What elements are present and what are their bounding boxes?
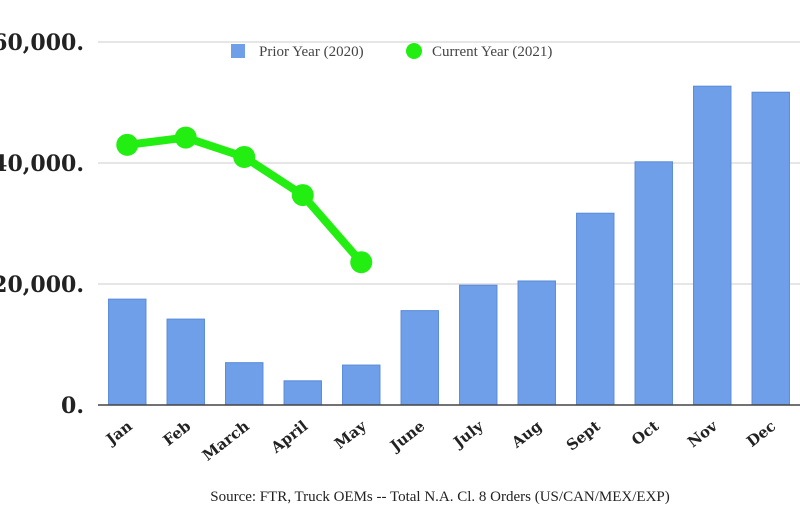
bar-jan: [108, 298, 147, 406]
bar-aug: [517, 280, 556, 406]
point-may: [350, 251, 373, 274]
point-march: [233, 145, 256, 168]
x-tick-label: April: [267, 417, 312, 457]
y-tick-label: 20,000.: [0, 272, 84, 298]
x-tick-label: May: [331, 416, 371, 453]
bar-oct: [634, 161, 673, 406]
bar-feb: [166, 318, 205, 406]
y-tick-label: 0.: [61, 393, 84, 419]
point-april: [291, 184, 314, 207]
bar-sept: [576, 212, 615, 406]
x-tick-label: July: [449, 416, 488, 452]
point-jan: [116, 133, 139, 156]
bar-series-prior-year: [108, 85, 790, 406]
x-tick-label: Oct: [628, 417, 662, 449]
legend-label-prior-year: Prior Year (2020): [259, 44, 364, 60]
bar-may: [342, 364, 381, 406]
line-series-current-year: [116, 126, 373, 274]
x-tick-label: March: [199, 417, 253, 465]
x-axis-ticks: Jan Feb March April May June July Aug Sept Oct Nov…: [101, 416, 779, 464]
x-tick-label: Nov: [684, 416, 722, 451]
point-feb: [174, 126, 197, 149]
legend-label-current-year: Current Year (2021): [432, 44, 552, 60]
bar-june: [400, 310, 439, 406]
bar-april: [283, 380, 322, 406]
source-caption: Source: FTR, Truck OEMs -- Total N.A. Cl…: [210, 489, 670, 505]
bar-dec: [751, 91, 790, 406]
x-tick-label: Dec: [743, 417, 779, 451]
y-tick-label: 40,000.: [0, 151, 84, 177]
bar-march: [225, 362, 264, 406]
legend: Prior Year (2020) Current Year (2021): [231, 43, 552, 60]
x-tick-label: Jan: [101, 417, 136, 450]
bar-nov: [693, 85, 732, 406]
legend-swatch-current-year: [406, 43, 422, 59]
y-tick-label: 60,000.: [0, 30, 84, 56]
y-axis-ticks: 0. 20,000. 40,000. 60,000.: [0, 30, 84, 419]
x-tick-label: Feb: [160, 417, 195, 450]
x-tick-label: Sept: [563, 417, 604, 454]
bar-july: [459, 284, 498, 406]
x-tick-label: Aug: [507, 417, 545, 452]
x-tick-label: June: [385, 417, 428, 456]
gridlines: [98, 41, 800, 285]
legend-swatch-prior-year: [231, 44, 245, 58]
